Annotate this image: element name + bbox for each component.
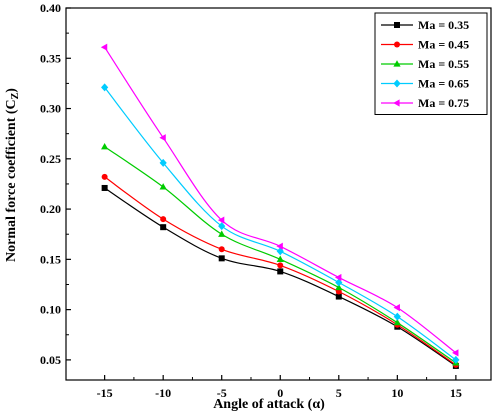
data-point	[393, 304, 400, 312]
data-point	[101, 184, 108, 191]
legend-label: Ma = 0.45	[418, 38, 469, 52]
series-1	[101, 184, 459, 369]
data-point	[159, 183, 167, 190]
data-point	[277, 268, 284, 275]
x-tick-label: -15	[97, 386, 113, 400]
legend-label: Ma = 0.65	[418, 77, 469, 91]
y-axis: 0.05 0.10 0.15 0.20 0.25 0.30 0.35 0.40	[40, 1, 71, 367]
x-tick-label: 5	[336, 386, 342, 400]
legend-swatch-marker	[394, 41, 400, 48]
legend-swatch-marker	[393, 60, 401, 67]
legend-item: Ma = 0.65	[381, 77, 469, 91]
data-point	[100, 43, 108, 51]
legend: Ma = 0.35 Ma = 0.45 Ma = 0.55 Ma = 0.65 Ma =…	[374, 12, 488, 115]
data-point	[393, 318, 401, 326]
legend-item: Ma = 0.55	[381, 57, 469, 71]
data-point	[276, 247, 284, 256]
y-tick-label: 0.25	[40, 152, 61, 166]
data-point	[101, 142, 109, 150]
data-point	[159, 158, 167, 167]
data-point	[160, 216, 167, 223]
data-point	[217, 216, 225, 224]
data-point	[335, 283, 343, 291]
data-point	[218, 255, 225, 262]
legend-swatch-marker	[393, 99, 400, 107]
x-axis: -15 -10 -5 0 5 10 15	[97, 375, 462, 400]
data-point	[335, 293, 342, 300]
series-3	[101, 142, 460, 366]
data-point	[277, 262, 284, 269]
plot-area	[65, 7, 492, 381]
x-tick-label: 0	[277, 386, 283, 400]
x-tick-label: -5	[217, 386, 227, 400]
data-point	[101, 83, 109, 92]
data-point	[452, 349, 459, 357]
data-point	[276, 255, 284, 262]
legend-item: Ma = 0.45	[381, 38, 469, 52]
y-axis-label: Normal force coefficient (CZ)	[4, 88, 21, 262]
y-tick-label: 0.40	[40, 1, 61, 15]
x-axis-label: Angle of attack (α)	[213, 397, 325, 412]
data-point	[218, 222, 226, 231]
y-tick-label: 0.10	[40, 303, 61, 317]
legend-swatch-marker	[394, 22, 400, 28]
data-point	[452, 355, 460, 364]
x-tick-label: -10	[155, 386, 171, 400]
data-point	[159, 134, 166, 142]
y-tick-label: 0.20	[40, 202, 61, 216]
data-point	[334, 273, 342, 282]
y-tick-label: 0.35	[40, 51, 61, 65]
y-axis-label-sub: Z	[10, 92, 21, 99]
data-point	[393, 312, 401, 321]
series-5	[100, 43, 459, 357]
legend-item: Ma = 0.75	[381, 96, 469, 110]
legend-swatch-marker	[393, 79, 401, 88]
legend-label: Ma = 0.35	[418, 18, 469, 32]
legend-label: Ma = 0.55	[418, 57, 469, 71]
data-point	[276, 242, 283, 250]
data-point	[160, 224, 167, 231]
y-tick-label: 0.15	[40, 252, 61, 266]
y-axis-label-close: )	[4, 88, 19, 93]
data-point	[218, 230, 226, 237]
x-tick-label: 10	[391, 386, 403, 400]
data-point	[101, 173, 108, 180]
series-4	[101, 83, 460, 364]
x-tick-label: 15	[450, 386, 462, 400]
y-axis-label-main: Normal force coefficient (C	[4, 99, 19, 262]
legend-label: Ma = 0.75	[418, 96, 469, 110]
y-tick-label: 0.30	[40, 102, 61, 116]
y-tick-label: 0.05	[40, 353, 61, 367]
data-point	[218, 246, 225, 253]
legend-item: Ma = 0.35	[381, 18, 469, 32]
plot-frame	[65, 7, 492, 381]
series-layer	[100, 43, 460, 369]
